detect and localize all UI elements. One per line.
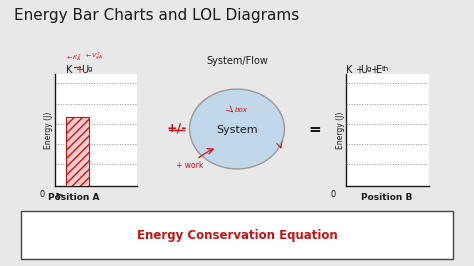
Bar [66, 117, 89, 186]
Text: 0: 0 [39, 190, 45, 198]
Text: g: g [88, 66, 92, 72]
Text: + work: + work [176, 161, 203, 171]
Text: +/-: +/- [166, 121, 186, 134]
Text: g: g [366, 66, 371, 72]
Text: System/Flow: System/Flow [206, 56, 268, 66]
Text: System: System [216, 125, 258, 135]
Text: E: E [376, 65, 382, 75]
Text: Energy Conservation Equation: Energy Conservation Equation [137, 229, 337, 242]
Text: U: U [360, 65, 367, 75]
Text: K: K [346, 65, 352, 75]
Text: 0: 0 [331, 190, 336, 198]
Text: th: th [382, 66, 389, 72]
Text: Energy Bar Charts and LOL Diagrams: Energy Bar Charts and LOL Diagrams [14, 8, 300, 23]
Text: +: + [355, 65, 363, 75]
Ellipse shape [190, 89, 284, 169]
FancyBboxPatch shape [21, 211, 453, 259]
Y-axis label: Energy (J): Energy (J) [336, 112, 345, 149]
Text: $\leftarrow V_{gA}^2$: $\leftarrow V_{gA}^2$ [84, 51, 104, 63]
Text: Position A: Position A [48, 193, 99, 202]
Text: U: U [82, 65, 89, 75]
Text: +: + [370, 65, 378, 75]
Text: +: + [75, 65, 83, 75]
Text: =: = [308, 122, 320, 136]
Text: $\leftarrow K_A^2$: $\leftarrow K_A^2$ [65, 52, 82, 63]
Y-axis label: Energy (J): Energy (J) [44, 112, 53, 149]
Text: box: box [234, 107, 247, 113]
Text: Position B: Position B [361, 193, 412, 202]
Text: K: K [66, 65, 73, 75]
